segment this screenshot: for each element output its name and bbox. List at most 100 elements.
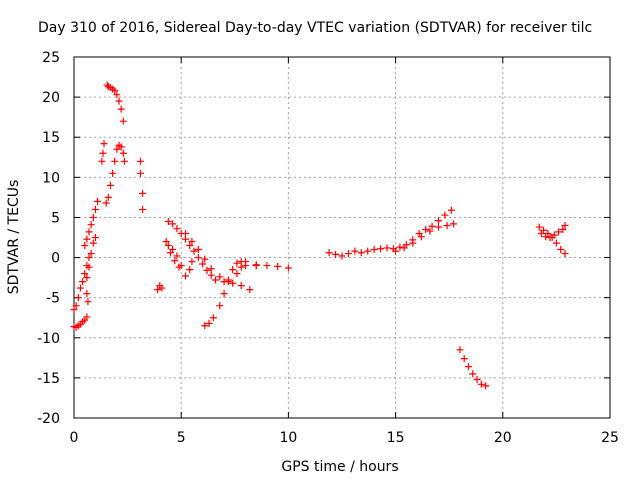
- axis-ticks: [73, 56, 611, 419]
- data-point: [173, 225, 181, 233]
- data-point: [87, 250, 95, 258]
- data-series: [83, 234, 99, 282]
- data-series: [70, 254, 93, 314]
- data-point: [434, 217, 442, 225]
- y-tick-label: -10: [37, 331, 60, 347]
- y-tick-label: 5: [51, 210, 60, 226]
- data-point: [550, 231, 558, 239]
- data-point: [537, 229, 545, 237]
- data-point: [205, 319, 213, 327]
- data-point: [83, 274, 91, 282]
- data-point: [117, 105, 125, 113]
- data-point: [559, 225, 567, 233]
- data-point: [409, 239, 417, 247]
- data-point: [199, 260, 207, 268]
- data-point: [83, 235, 91, 243]
- data-point: [111, 157, 119, 165]
- plot-frame: [73, 56, 611, 419]
- data-point: [81, 242, 89, 250]
- data-point: [169, 220, 177, 228]
- data-point: [188, 258, 196, 266]
- data-point: [74, 294, 82, 302]
- data-point: [546, 234, 554, 241]
- y-tick-label: 15: [42, 130, 60, 146]
- data-point: [332, 250, 340, 258]
- data-point: [87, 221, 95, 229]
- x-axis-label: GPS time / hours: [281, 459, 398, 475]
- data-point: [99, 149, 107, 157]
- data-point: [186, 242, 194, 250]
- x-tick-label: 10: [279, 430, 297, 446]
- x-tick-label: 20: [494, 430, 512, 446]
- x-tick-label: 5: [177, 430, 186, 446]
- data-series: [535, 223, 569, 258]
- data-point: [83, 313, 91, 321]
- data-point: [136, 169, 144, 177]
- data-point: [119, 149, 127, 157]
- data-point: [370, 246, 378, 254]
- data-point: [216, 302, 224, 310]
- data-point: [229, 279, 237, 287]
- data-point: [76, 284, 84, 292]
- data-point: [115, 97, 123, 105]
- data-point: [344, 250, 352, 258]
- y-tick-label: -20: [37, 411, 60, 427]
- x-tick-label: 0: [70, 430, 79, 446]
- data-point: [542, 233, 550, 241]
- data-point: [91, 205, 99, 213]
- data-point: [561, 221, 569, 229]
- data-point: [173, 252, 181, 260]
- data-point: [449, 220, 457, 228]
- data-point: [392, 247, 400, 255]
- y-tick-label: -5: [46, 291, 60, 307]
- data-point: [441, 211, 449, 219]
- data-series: [325, 206, 455, 260]
- y-tick-label: -15: [37, 371, 60, 387]
- data-point: [555, 228, 563, 236]
- data-point: [482, 382, 490, 390]
- data-point: [139, 189, 147, 197]
- data-point: [111, 87, 119, 95]
- data-point: [426, 227, 434, 235]
- x-tick-label: 15: [387, 430, 405, 446]
- data-point: [212, 276, 220, 284]
- data-point: [120, 157, 128, 165]
- data-point: [274, 262, 282, 270]
- data-point: [246, 286, 254, 294]
- data-point: [139, 205, 147, 213]
- data-point: [89, 213, 97, 221]
- data-point: [83, 290, 91, 298]
- data-point: [119, 117, 127, 125]
- data-series: [164, 242, 196, 280]
- data-point: [70, 306, 78, 314]
- data-point: [72, 302, 80, 310]
- data-point: [113, 145, 121, 153]
- data-series: [136, 157, 147, 213]
- data-point: [164, 217, 172, 225]
- data-points: [70, 81, 569, 390]
- data-point: [561, 250, 569, 258]
- data-point: [154, 286, 162, 294]
- data-point: [229, 266, 237, 274]
- y-tick-label: 10: [42, 170, 60, 186]
- y-axis-label: SDTVAR / TECUs: [6, 180, 22, 295]
- data-point: [85, 263, 93, 271]
- data-point: [158, 284, 166, 292]
- data-point: [162, 238, 170, 246]
- data-point: [106, 181, 114, 189]
- data-point: [477, 380, 485, 388]
- data-point: [383, 244, 391, 252]
- data-point: [190, 247, 198, 255]
- grid-lines: [74, 57, 610, 418]
- y-tick-label: 20: [42, 90, 60, 106]
- data-point: [113, 91, 121, 99]
- data-point: [351, 247, 359, 255]
- data-point: [252, 261, 260, 269]
- data-point: [91, 234, 99, 241]
- y-tick-label: 0: [51, 251, 60, 267]
- data-point: [443, 221, 451, 229]
- data-point: [377, 245, 385, 253]
- data-point: [85, 254, 93, 262]
- data-point: [79, 278, 87, 286]
